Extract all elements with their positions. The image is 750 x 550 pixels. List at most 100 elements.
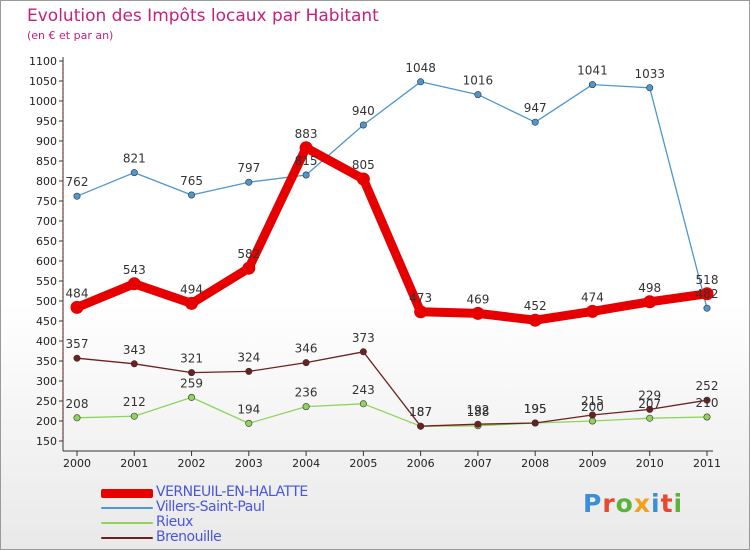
y-tick-label: 900 — [36, 135, 57, 148]
data-label: 210 — [696, 396, 719, 410]
data-point — [359, 121, 367, 129]
data-label: 321 — [180, 352, 203, 366]
data-point — [245, 419, 253, 427]
data-point — [188, 393, 196, 401]
data-point — [245, 367, 253, 375]
data-label: 883 — [295, 127, 318, 141]
data-label: 805 — [352, 158, 375, 172]
data-point — [646, 84, 654, 92]
y-tick-label: 1050 — [29, 75, 57, 88]
data-label: 252 — [696, 379, 719, 393]
data-point — [703, 413, 711, 421]
data-label: 187 — [409, 405, 432, 419]
x-tick-label: 2007 — [464, 457, 492, 470]
y-tick-label: 150 — [36, 435, 57, 448]
data-label: 543 — [123, 263, 146, 277]
data-label: 762 — [66, 175, 89, 189]
data-point — [130, 360, 138, 368]
data-point — [302, 403, 310, 411]
y-tick-label: 650 — [36, 235, 57, 248]
x-tick-label: 2001 — [120, 457, 148, 470]
y-tick-label: 800 — [36, 175, 57, 188]
data-point — [130, 412, 138, 420]
x-tick-label: 2009 — [578, 457, 606, 470]
data-label: 187 — [409, 405, 432, 419]
data-label: 215 — [581, 394, 604, 408]
data-point — [585, 304, 599, 318]
logo-letter: o — [615, 489, 634, 518]
data-label: 259 — [180, 376, 203, 390]
data-point — [588, 417, 596, 425]
data-label: 236 — [295, 386, 318, 400]
data-point — [646, 405, 654, 413]
data-point — [73, 414, 81, 422]
legend-swatch — [101, 522, 153, 524]
data-point — [185, 296, 199, 310]
data-label: 815 — [295, 154, 318, 168]
data-point — [417, 422, 425, 430]
data-label: 194 — [237, 402, 260, 416]
data-point — [73, 192, 81, 200]
logo-letter: x — [633, 489, 651, 518]
data-point — [73, 354, 81, 362]
data-point — [703, 304, 711, 312]
y-tick-label: 450 — [36, 315, 57, 328]
data-label: 484 — [66, 286, 89, 300]
data-point — [130, 169, 138, 177]
data-label: 192 — [466, 403, 489, 417]
data-label: 373 — [352, 331, 375, 345]
legend-swatch — [101, 507, 153, 509]
data-label: 947 — [524, 101, 547, 115]
x-tick-label: 2000 — [63, 457, 91, 470]
series-line-1 — [76, 81, 708, 309]
legend-swatch — [101, 537, 153, 539]
chart-title: Evolution des Impôts locaux par Habitant — [27, 6, 379, 26]
data-point — [703, 396, 711, 404]
data-label: 582 — [237, 247, 260, 261]
data-label: 473 — [409, 291, 432, 305]
data-labels: 484 543 494 582 883 805 473 469 452 474 498 518 762 8… — [66, 61, 719, 419]
data-point — [531, 118, 539, 126]
data-point — [302, 171, 310, 179]
data-label: 452 — [524, 299, 547, 313]
data-label: 212 — [123, 395, 146, 409]
data-label: 195 — [524, 402, 547, 416]
logo-letter: r — [602, 489, 616, 518]
data-label: 1041 — [577, 64, 608, 78]
data-point — [643, 295, 657, 309]
data-point — [417, 78, 425, 86]
y-tick-label: 400 — [36, 335, 57, 348]
data-point — [531, 419, 539, 427]
data-point — [474, 91, 482, 99]
data-point — [414, 305, 428, 319]
data-label: 229 — [638, 388, 661, 402]
y-tick-label: 850 — [36, 155, 57, 168]
data-label: 498 — [638, 281, 661, 295]
logo-letter: t — [660, 489, 674, 518]
data-label: 195 — [524, 402, 547, 416]
data-label: 1048 — [405, 61, 436, 75]
data-point — [245, 178, 253, 186]
series-line-2 — [76, 396, 708, 427]
data-label: 200 — [581, 400, 604, 414]
logo-letter: i — [651, 489, 661, 518]
x-tick-label: 2010 — [636, 457, 664, 470]
data-label: 821 — [123, 152, 146, 166]
logo-letter: P — [583, 489, 603, 518]
data-point — [356, 172, 370, 186]
y-tick-label: 500 — [36, 295, 57, 308]
data-point — [588, 81, 596, 89]
data-label: 243 — [352, 383, 375, 397]
data-label: 1033 — [634, 67, 665, 81]
data-label: 324 — [237, 350, 260, 364]
data-point — [471, 306, 485, 320]
x-tick-label: 2006 — [407, 457, 435, 470]
legend-swatch — [101, 488, 153, 498]
data-label: 797 — [237, 161, 260, 175]
x-tick-label: 2002 — [178, 457, 206, 470]
y-tick-label: 1000 — [29, 95, 57, 108]
x-tick-label: 2003 — [235, 457, 263, 470]
legend-label: VERNEUIL-EN-HALATTE — [156, 484, 308, 500]
data-point — [70, 300, 84, 314]
data-label: 494 — [180, 282, 203, 296]
